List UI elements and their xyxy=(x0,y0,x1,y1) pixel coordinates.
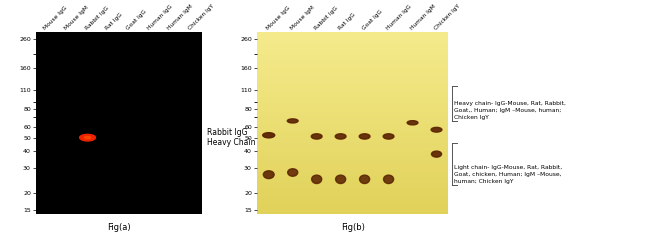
Text: Rabbit IgG
Heavy Chain: Rabbit IgG Heavy Chain xyxy=(207,128,255,147)
Bar xyxy=(257,208,448,211)
Bar xyxy=(257,126,448,129)
Bar xyxy=(257,141,448,144)
Bar xyxy=(257,120,448,123)
Bar xyxy=(257,93,448,96)
Bar xyxy=(257,80,448,84)
Bar xyxy=(257,44,448,47)
Ellipse shape xyxy=(288,169,298,176)
Bar xyxy=(257,75,448,77)
Bar xyxy=(257,65,448,68)
Bar xyxy=(257,169,448,171)
Bar xyxy=(257,87,448,90)
Bar xyxy=(257,71,448,75)
Bar xyxy=(257,53,448,56)
Bar xyxy=(257,129,448,132)
Ellipse shape xyxy=(359,134,370,139)
Bar xyxy=(257,156,448,159)
Ellipse shape xyxy=(80,134,96,141)
Bar xyxy=(257,41,448,44)
Text: Heavy chain- IgG-Mouse, Rat, Rabbit,
Goat,, Human; IgM –Mouse, human;
Chicken Ig: Heavy chain- IgG-Mouse, Rat, Rabbit, Goa… xyxy=(454,101,566,120)
Ellipse shape xyxy=(335,134,346,139)
Text: Light chain- IgG-Mouse, Rat, Rabbit,
Goat, chicken, Human; IgM –Mouse,
human; Ch: Light chain- IgG-Mouse, Rat, Rabbit, Goa… xyxy=(454,165,562,184)
Ellipse shape xyxy=(335,175,346,184)
Bar xyxy=(257,202,448,205)
Text: Fig(a): Fig(a) xyxy=(107,223,131,232)
Bar xyxy=(257,102,448,105)
Bar xyxy=(257,56,448,59)
Bar xyxy=(257,59,448,62)
Bar xyxy=(257,199,448,202)
Ellipse shape xyxy=(432,151,441,157)
Bar xyxy=(257,62,448,65)
Ellipse shape xyxy=(384,134,394,139)
Bar xyxy=(257,211,448,214)
Bar xyxy=(257,187,448,190)
Bar xyxy=(257,144,448,147)
Bar xyxy=(257,166,448,169)
Bar xyxy=(257,196,448,199)
Bar xyxy=(257,135,448,138)
Bar xyxy=(257,105,448,108)
Bar xyxy=(257,132,448,135)
Bar xyxy=(257,108,448,111)
Bar xyxy=(257,123,448,126)
Ellipse shape xyxy=(263,133,275,138)
Bar xyxy=(257,35,448,38)
Ellipse shape xyxy=(359,175,370,184)
Bar xyxy=(257,150,448,153)
Ellipse shape xyxy=(263,171,274,179)
Ellipse shape xyxy=(431,127,442,132)
Bar xyxy=(257,153,448,156)
Bar xyxy=(257,38,448,41)
Text: Fig(b): Fig(b) xyxy=(341,223,365,232)
Ellipse shape xyxy=(311,134,322,139)
Ellipse shape xyxy=(84,137,91,139)
Bar xyxy=(257,190,448,193)
Ellipse shape xyxy=(287,119,298,123)
Bar xyxy=(257,171,448,175)
Bar xyxy=(257,96,448,99)
Bar xyxy=(257,68,448,71)
Bar xyxy=(257,111,448,114)
Bar xyxy=(257,47,448,50)
Bar xyxy=(257,77,448,80)
Bar xyxy=(257,32,448,35)
Bar xyxy=(257,84,448,87)
Bar xyxy=(257,181,448,184)
Bar xyxy=(257,205,448,208)
Bar xyxy=(257,114,448,117)
Bar xyxy=(257,50,448,53)
Bar xyxy=(257,90,448,93)
Bar xyxy=(257,147,448,150)
Bar xyxy=(257,99,448,102)
Bar xyxy=(257,162,448,166)
Bar xyxy=(257,159,448,162)
Ellipse shape xyxy=(384,175,394,184)
Ellipse shape xyxy=(407,121,418,125)
Bar xyxy=(257,117,448,120)
Bar xyxy=(257,193,448,196)
Bar xyxy=(257,175,448,178)
Bar xyxy=(257,178,448,181)
Bar xyxy=(257,184,448,187)
Ellipse shape xyxy=(311,175,322,184)
Bar xyxy=(257,138,448,141)
